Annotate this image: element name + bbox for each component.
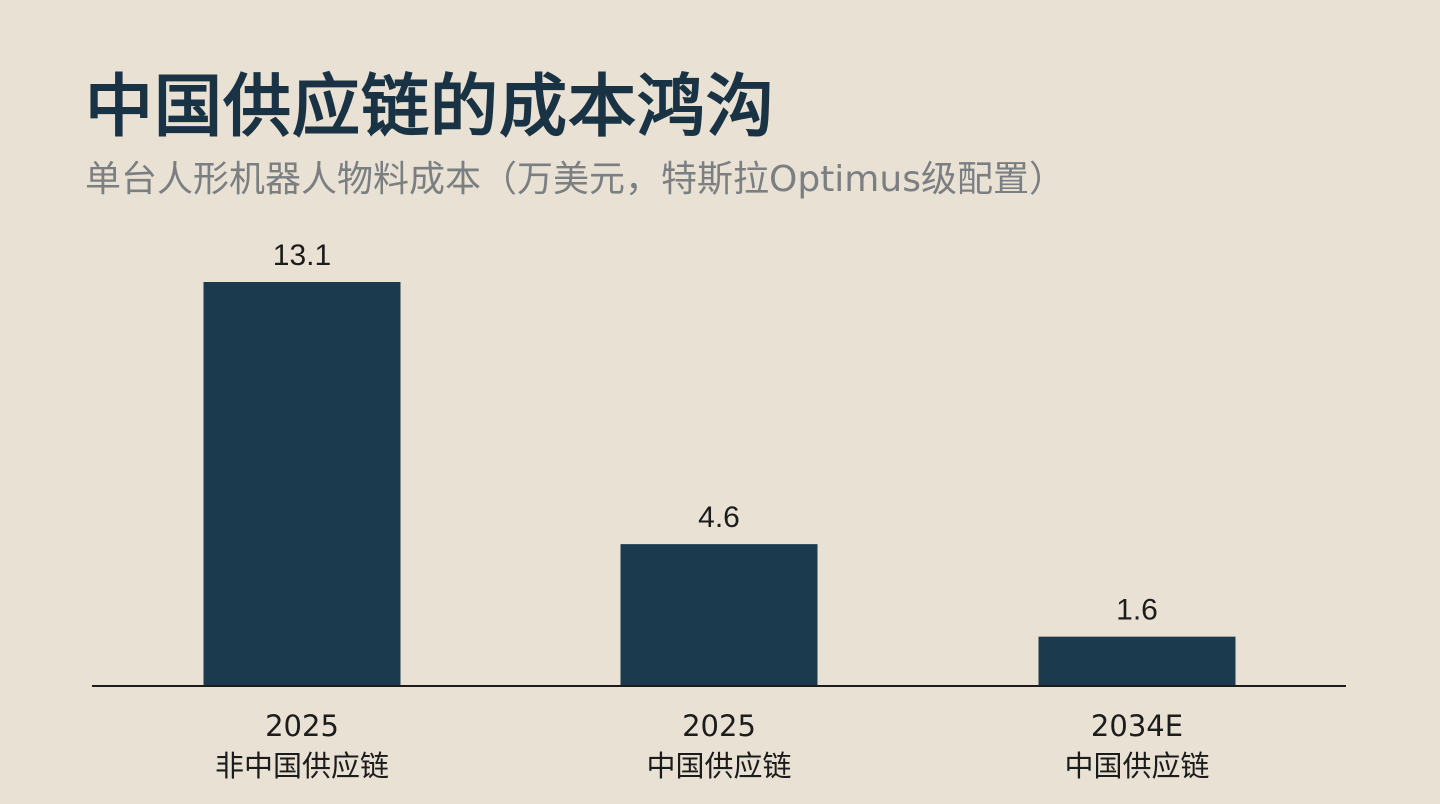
category-label-2-line-1: 2025: [682, 709, 756, 743]
category-label-1-line-2: 非中国供应链: [215, 749, 389, 783]
data-label-1: 13.1: [273, 239, 331, 272]
category-label-3-line-2: 中国供应链: [1064, 749, 1209, 783]
category-label-2-line-2: 中国供应链: [646, 749, 791, 783]
category-label-1-line-1: 2025: [265, 709, 339, 743]
bar-3: [1038, 636, 1236, 686]
bar-2: [620, 544, 818, 686]
page-title: 中国供应链的成本鸿沟: [85, 68, 776, 147]
data-label-3: 1.6: [1116, 594, 1158, 627]
category-label-3-line-1: 2034E: [1091, 709, 1183, 743]
data-label-2: 4.6: [698, 501, 740, 534]
bar-1: [203, 282, 401, 686]
page-subtitle: 单台人形机器人物料成本（万美元，特斯拉Optimus级配置）: [85, 159, 1065, 200]
